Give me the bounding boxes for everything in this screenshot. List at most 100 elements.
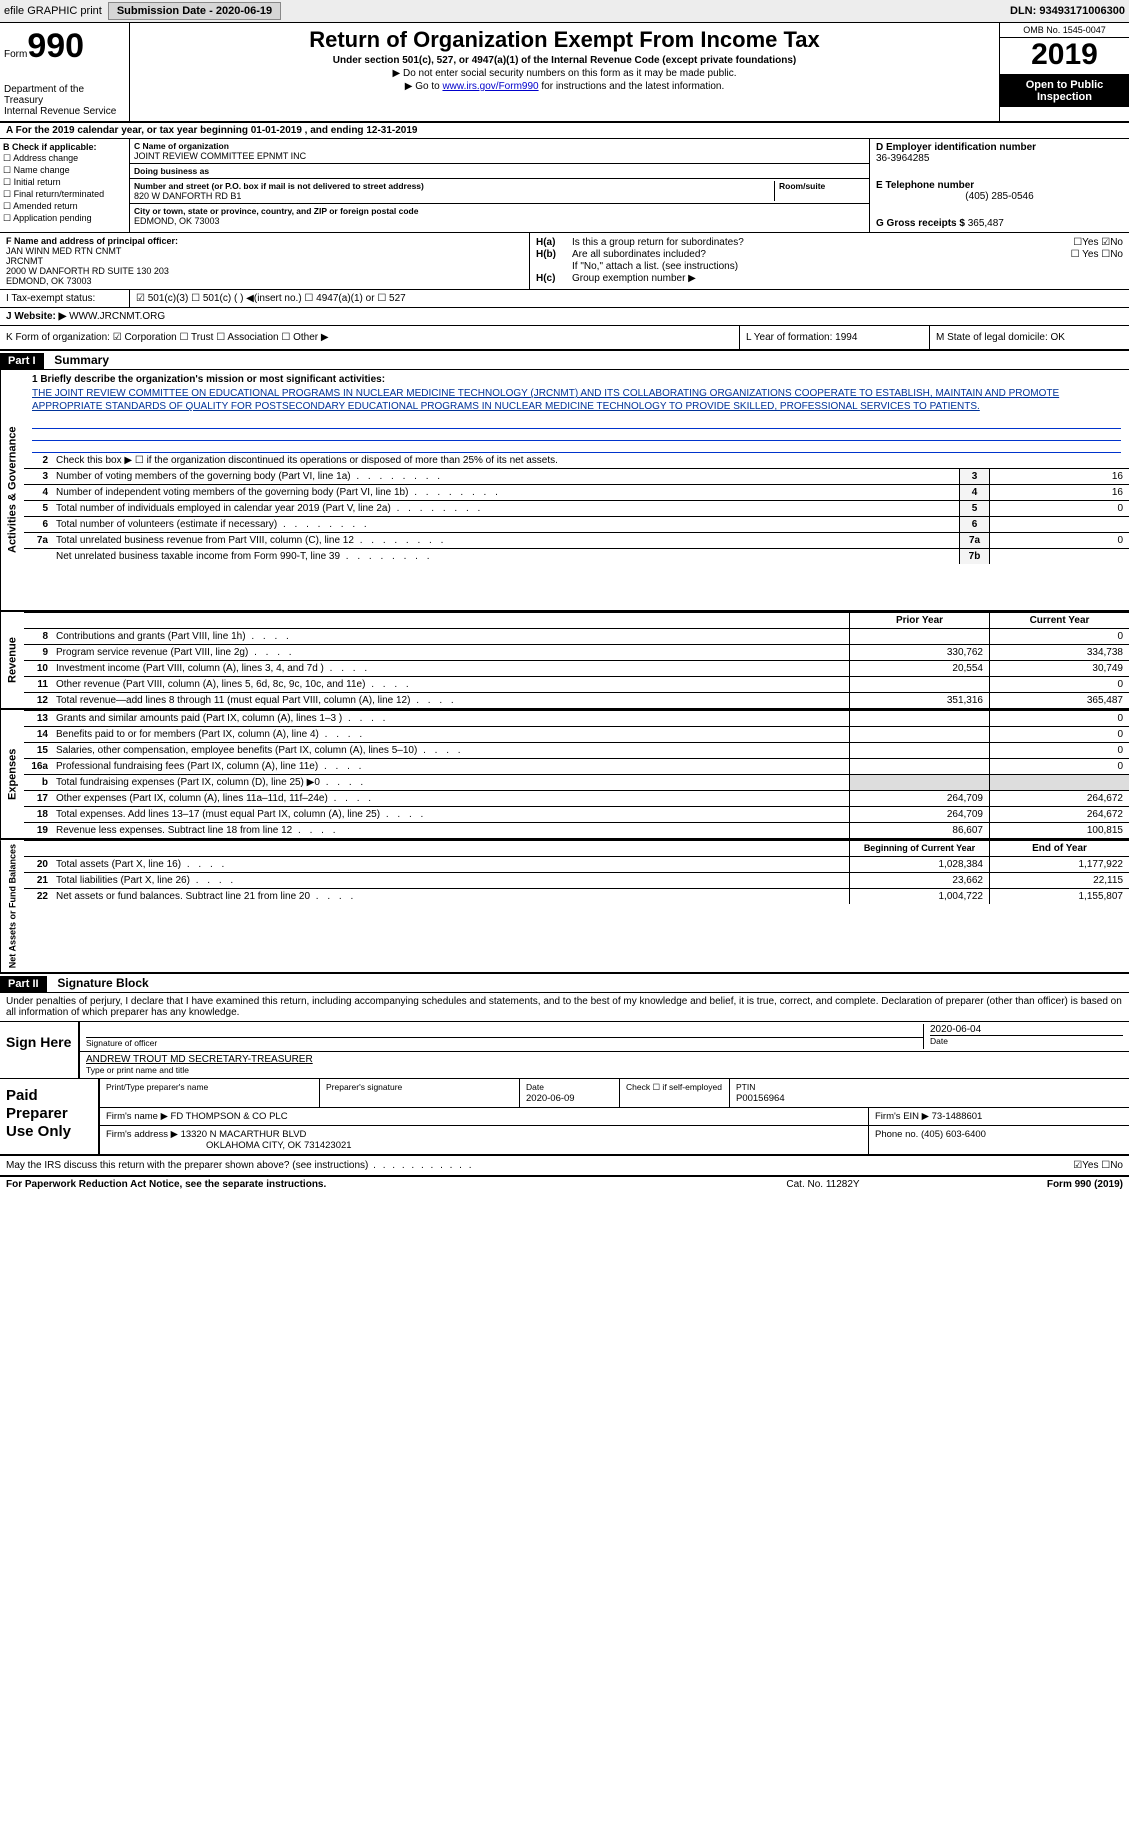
officer-addr: 2000 W DANFORTH RD SUITE 130 203 xyxy=(6,266,169,276)
line-num: 16a xyxy=(24,759,52,774)
header-title-block: Return of Organization Exempt From Incom… xyxy=(130,23,999,121)
form-of-org[interactable]: K Form of organization: ☑ Corporation ☐ … xyxy=(0,326,739,349)
current-year-val: 30,749 xyxy=(989,661,1129,676)
sign-here-row: Sign Here Signature of officer 2020-06-0… xyxy=(0,1022,1129,1079)
line-desc: Investment income (Part VIII, column (A)… xyxy=(52,661,849,676)
prior-year-val: 86,607 xyxy=(849,823,989,838)
line-num: 7a xyxy=(24,533,52,548)
line-num: 4 xyxy=(24,485,52,500)
prior-year-val: 23,662 xyxy=(849,873,989,888)
part2-badge: Part II xyxy=(0,976,47,992)
current-year-val: 22,115 xyxy=(989,873,1129,888)
officer-typed-name: ANDREW TROUT MD SECRETARY-TREASURER xyxy=(86,1054,313,1065)
line-desc: Salaries, other compensation, employee b… xyxy=(52,743,849,758)
line-num: 11 xyxy=(24,677,52,692)
part1-header-row: Part I Summary xyxy=(0,351,1129,370)
prior-year-val xyxy=(849,775,989,790)
revenue-block: Revenue Prior Year Current Year 8Contrib… xyxy=(0,612,1129,710)
dln-label: DLN: 93493171006300 xyxy=(1010,5,1125,17)
tel-value: (405) 285-0546 xyxy=(876,191,1123,202)
data-line: 16aProfessional fundraising fees (Part I… xyxy=(24,758,1129,774)
form-ref: Form 990 (2019) xyxy=(923,1179,1123,1190)
line-box: 6 xyxy=(959,517,989,532)
line-desc: Total number of volunteers (estimate if … xyxy=(52,517,959,532)
line-desc: Grants and similar amounts paid (Part IX… xyxy=(52,711,849,726)
line-val: 0 xyxy=(989,501,1129,516)
street-address: 820 W DANFORTH RD B1 xyxy=(134,191,241,201)
chk-name-change[interactable]: Name change xyxy=(3,165,126,176)
data-line: 21Total liabilities (Part X, line 26) . … xyxy=(24,872,1129,888)
part2-title: Signature Block xyxy=(49,974,156,992)
header-right: OMB No. 1545-0047 2019 Open to Public In… xyxy=(999,23,1129,121)
city-state-zip: EDMOND, OK 73003 xyxy=(134,216,220,226)
dba-label: Doing business as xyxy=(134,166,209,176)
data-line: 20Total assets (Part X, line 16) . . . .… xyxy=(24,856,1129,872)
hb-answer[interactable]: ☐ Yes ☐No xyxy=(1071,249,1123,260)
governance-block: Activities & Governance 1 Briefly descri… xyxy=(0,370,1129,612)
line-num: 9 xyxy=(24,645,52,660)
submission-date-button[interactable]: Submission Date - 2020-06-19 xyxy=(108,2,281,20)
chk-initial-return[interactable]: Initial return xyxy=(3,177,126,188)
discuss-answer[interactable]: ☑Yes ☐No xyxy=(1073,1160,1123,1171)
website-value: WWW.JRCNMT.ORG xyxy=(69,311,165,322)
current-year-val: 334,738 xyxy=(989,645,1129,660)
line-desc: Contributions and grants (Part VIII, lin… xyxy=(52,629,849,644)
chk-application-pending[interactable]: Application pending xyxy=(3,213,126,224)
line-num: 3 xyxy=(24,469,52,484)
prior-year-val: 20,554 xyxy=(849,661,989,676)
data-line: 12Total revenue—add lines 8 through 11 (… xyxy=(24,692,1129,708)
col-f-officer: F Name and address of principal officer:… xyxy=(0,233,530,289)
part1-badge: Part I xyxy=(0,353,44,369)
current-year-val: 1,155,807 xyxy=(989,889,1129,904)
pra-notice: For Paperwork Reduction Act Notice, see … xyxy=(6,1179,723,1190)
line-desc: Net unrelated business taxable income fr… xyxy=(52,549,959,564)
city-label: City or town, state or province, country… xyxy=(134,206,418,216)
prior-year-val: 351,316 xyxy=(849,693,989,708)
section-fh: F Name and address of principal officer:… xyxy=(0,233,1129,290)
line-desc: Other revenue (Part VIII, column (A), li… xyxy=(52,677,849,692)
line-num: b xyxy=(24,775,52,790)
chk-amended-return[interactable]: Amended return xyxy=(3,201,126,212)
firm-name: FD THOMPSON & CO PLC xyxy=(171,1111,288,1122)
gross-value: 365,487 xyxy=(968,218,1004,229)
chk-address-change[interactable]: Address change xyxy=(3,153,126,164)
omb-number: OMB No. 1545-0047 xyxy=(1000,23,1129,38)
section-i-tax-status: I Tax-exempt status: ☑ 501(c)(3) ☐ 501(c… xyxy=(0,290,1129,308)
current-year-val: 100,815 xyxy=(989,823,1129,838)
section-bcd: B Check if applicable: Address change Na… xyxy=(0,139,1129,233)
form-title: Return of Organization Exempt From Incom… xyxy=(138,27,991,53)
data-line: 17Other expenses (Part IX, column (A), l… xyxy=(24,790,1129,806)
col-c-org-info: C Name of organization JOINT REVIEW COMM… xyxy=(130,139,869,232)
instructions-link[interactable]: www.irs.gov/Form990 xyxy=(442,81,538,92)
line-val: 0 xyxy=(989,533,1129,548)
mission-block: 1 Briefly describe the organization's mi… xyxy=(24,370,1129,417)
line-num: 12 xyxy=(24,693,52,708)
line-num: 17 xyxy=(24,791,52,806)
line-desc: Total assets (Part X, line 16) . . . . xyxy=(52,857,849,872)
instructions-note: ▶ Go to www.irs.gov/Form990 for instruct… xyxy=(138,81,991,92)
ha-answer[interactable]: ☐Yes ☑No xyxy=(1073,237,1123,248)
vlabel-governance: Activities & Governance xyxy=(0,370,24,610)
line-num xyxy=(24,549,52,564)
prior-year-val xyxy=(849,629,989,644)
gov-line: 2Check this box ▶ ☐ if the organization … xyxy=(24,453,1129,468)
line-num: 6 xyxy=(24,517,52,532)
line-box: 7b xyxy=(959,549,989,564)
form-number: Form990 xyxy=(4,27,125,66)
sig-date: 2020-06-04 xyxy=(930,1024,981,1035)
ssn-note: ▶ Do not enter social security numbers o… xyxy=(138,68,991,79)
data-line: 15Salaries, other compensation, employee… xyxy=(24,742,1129,758)
data-line: bTotal fundraising expenses (Part IX, co… xyxy=(24,774,1129,790)
discuss-with-preparer: May the IRS discuss this return with the… xyxy=(0,1155,1129,1175)
tax-status-options[interactable]: ☑ 501(c)(3) ☐ 501(c) ( ) ◀(insert no.) ☐… xyxy=(130,290,1129,307)
firm-addr1: 13320 N MACARTHUR BLVD xyxy=(181,1129,307,1140)
gov-line: 6Total number of volunteers (estimate if… xyxy=(24,516,1129,532)
chk-final-return[interactable]: Final return/terminated xyxy=(3,189,126,200)
line-val: 16 xyxy=(989,485,1129,500)
line-box: 3 xyxy=(959,469,989,484)
state-domicile: M State of legal domicile: OK xyxy=(929,326,1129,349)
current-year-val: 264,672 xyxy=(989,807,1129,822)
expenses-block: Expenses 13Grants and similar amounts pa… xyxy=(0,710,1129,840)
street-label: Number and street (or P.O. box if mail i… xyxy=(134,181,424,191)
vlabel-revenue: Revenue xyxy=(0,612,24,708)
